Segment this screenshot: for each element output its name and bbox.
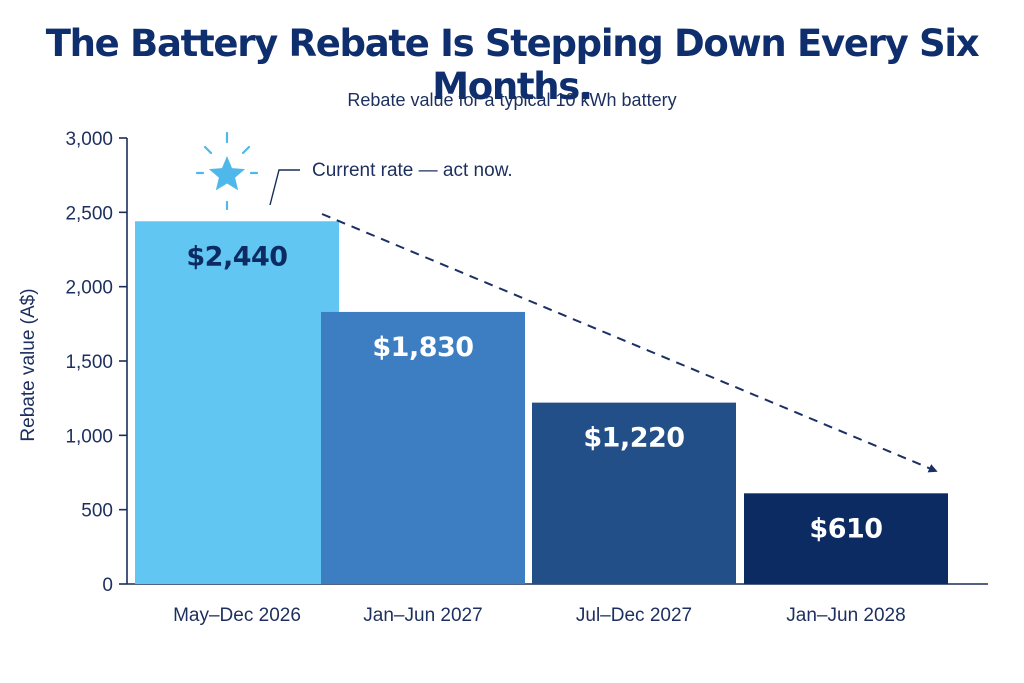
star-ray — [203, 145, 213, 155]
y-tick-label: 2,500 — [65, 203, 113, 224]
data-label: $2,440 — [186, 241, 287, 272]
bars — [135, 221, 948, 584]
y-tick-label: 1,500 — [65, 352, 113, 373]
y-tick-label: 2,000 — [65, 278, 113, 299]
annotation-group: Current rate — act now. — [195, 131, 938, 473]
y-tick-label: 500 — [81, 501, 113, 522]
star-ray — [241, 145, 251, 155]
data-label: $1,220 — [583, 423, 684, 454]
chart-subtitle: Rebate value for a typical 10 kWh batter… — [347, 90, 677, 110]
x-tick-label: May–Dec 2026 — [173, 605, 301, 626]
bar — [744, 493, 948, 584]
x-tick-label: Jul–Dec 2027 — [576, 605, 692, 626]
axes: 0 500 1,000 1,500 2,000 2,500 3,000 Rebate valu… — [18, 129, 988, 626]
data-label: $1,830 — [372, 332, 473, 363]
bar — [321, 311, 525, 584]
star-icon — [208, 156, 246, 191]
data-labels: $2,440 $1,830 $1,220 $610 — [186, 241, 883, 544]
bar — [135, 221, 339, 584]
annotation-leader — [269, 169, 300, 206]
y-tick-label: 0 — [102, 575, 113, 596]
y-tick-label: 1,000 — [65, 426, 113, 447]
data-label: $610 — [809, 513, 882, 544]
y-tick-label: 3,000 — [65, 129, 113, 150]
y-axis-title: Rebate value (A$) — [18, 288, 39, 441]
x-tick-label: Jan–Jun 2027 — [363, 605, 482, 626]
chart-title: The Battery Rebate Is Stepping Down Ever… — [45, 22, 980, 108]
x-tick-label: Jan–Jun 2028 — [786, 605, 905, 626]
annotation-text: Current rate — act now. — [312, 160, 513, 181]
bar — [532, 402, 736, 584]
